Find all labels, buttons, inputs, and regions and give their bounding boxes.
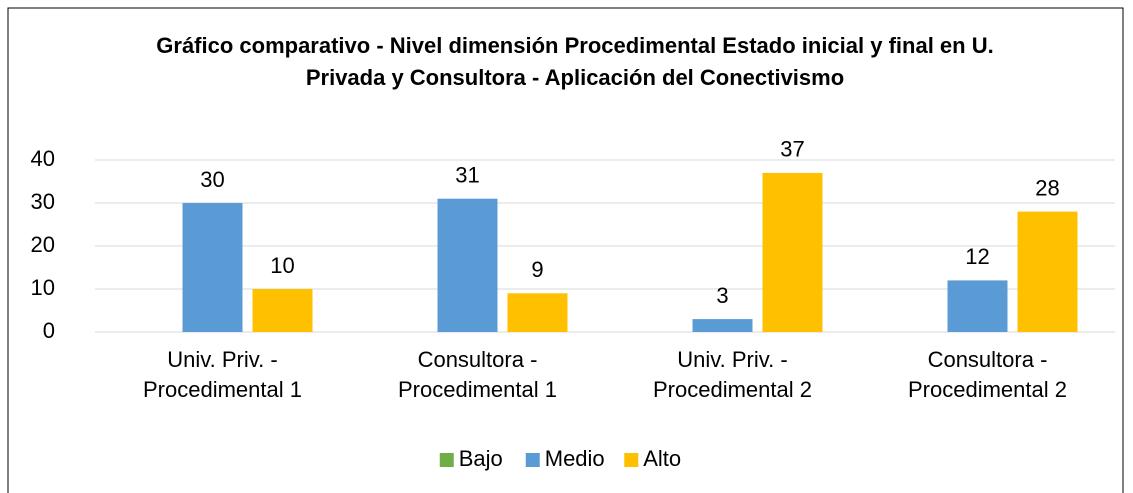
bar: [437, 198, 498, 332]
y-tick-label: 40: [31, 146, 55, 171]
data-label: 28: [1035, 175, 1059, 200]
legend-swatch: [624, 453, 639, 467]
data-label: 12: [965, 244, 989, 269]
data-label: 3: [716, 283, 728, 308]
legend-swatch: [439, 453, 454, 467]
bar: [252, 289, 313, 332]
data-label: 31: [455, 163, 479, 188]
data-label: 9: [531, 257, 543, 282]
bar: [1017, 211, 1078, 332]
x-tick-label: Consultora - Procedimental 1: [398, 347, 557, 402]
legend-swatch: [525, 453, 540, 467]
chart-title: Gráfico comparativo - Nivel dimensión Pr…: [156, 33, 994, 90]
bar: [507, 293, 568, 332]
data-label: 30: [200, 167, 224, 192]
legend-label: Bajo: [459, 446, 503, 471]
legend-label: Medio: [545, 446, 605, 471]
y-tick-label: 10: [31, 275, 55, 300]
data-label: 37: [780, 137, 804, 162]
bar: [182, 203, 243, 332]
x-tick-label: Consultora - Procedimental 2: [908, 347, 1067, 402]
frame: [7, 7, 1124, 493]
legend-label: Alto: [643, 446, 681, 471]
bar: [762, 172, 823, 332]
bar: [692, 319, 753, 332]
y-tick-label: 0: [43, 318, 55, 343]
data-label: 10: [270, 253, 294, 278]
x-tick-label: Univ. Priv. - Procedimental 1: [143, 347, 302, 402]
y-tick-label: 20: [31, 232, 55, 257]
x-tick-label: Univ. Priv. - Procedimental 2: [653, 347, 812, 402]
bar: [947, 280, 1008, 332]
y-tick-label: 30: [31, 189, 55, 214]
